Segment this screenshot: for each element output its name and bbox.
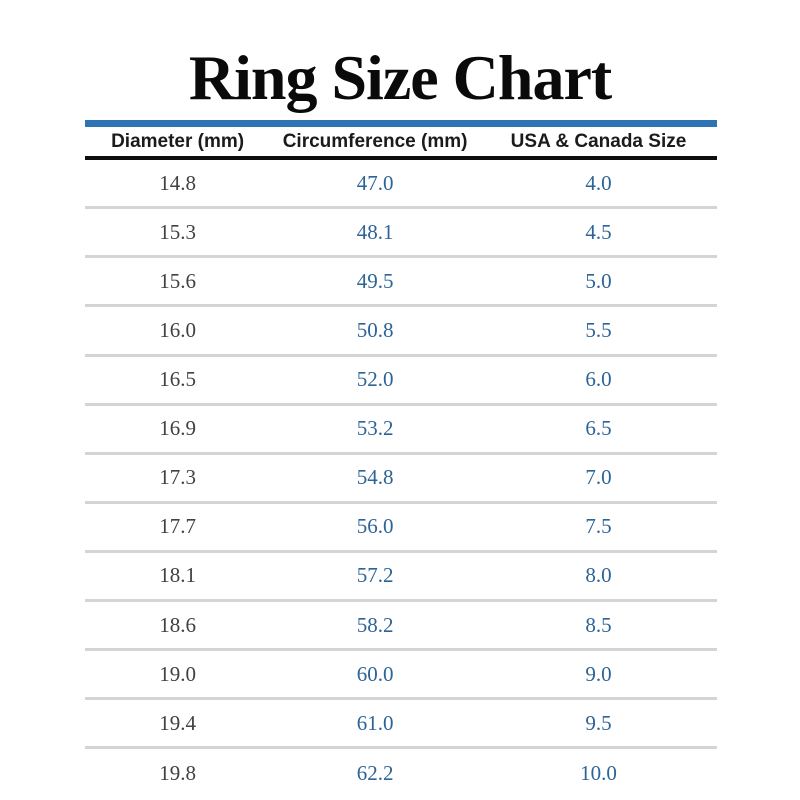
table-body: 14.8 47.0 4.0 15.3 48.1 4.5 15.6 49.5 5.… bbox=[85, 160, 717, 798]
cell-diameter: 15.6 bbox=[159, 268, 196, 293]
cell-diameter: 18.6 bbox=[159, 612, 196, 637]
table-header-row: Diameter (mm) Circumference (mm) USA & C… bbox=[85, 127, 717, 156]
column-header-usa-canada-size: USA & Canada Size bbox=[510, 130, 687, 152]
table-row: 16.5 52.0 6.0 bbox=[85, 357, 717, 406]
cell-diameter: 16.5 bbox=[159, 367, 196, 392]
header-divider-line bbox=[85, 156, 717, 161]
cell-diameter: 19.4 bbox=[159, 710, 196, 735]
cell-usa-canada-size: 6.5 bbox=[585, 416, 612, 441]
table-row: 17.3 54.8 7.0 bbox=[85, 455, 717, 504]
table-row: 18.6 58.2 8.5 bbox=[85, 602, 717, 652]
table-row: 16.0 50.8 5.5 bbox=[85, 307, 717, 357]
cell-diameter: 19.0 bbox=[159, 661, 196, 686]
column-header-circumference: Circumference (mm) bbox=[282, 130, 468, 152]
cell-diameter: 16.9 bbox=[159, 416, 196, 441]
cell-diameter: 16.0 bbox=[159, 318, 196, 343]
cell-diameter: 14.8 bbox=[159, 170, 196, 195]
cell-circumference: 61.0 bbox=[356, 710, 394, 735]
cell-circumference: 47.0 bbox=[356, 170, 394, 195]
table-row: 19.0 60.0 9.0 bbox=[85, 651, 717, 701]
cell-diameter: 17.3 bbox=[159, 465, 196, 490]
cell-usa-canada-size: 7.0 bbox=[585, 465, 612, 490]
cell-circumference: 57.2 bbox=[356, 563, 394, 588]
ring-size-table: Diameter (mm) Circumference (mm) USA & C… bbox=[85, 120, 717, 798]
cell-usa-canada-size: 9.5 bbox=[585, 710, 612, 735]
cell-diameter: 15.3 bbox=[159, 219, 196, 244]
cell-usa-canada-size: 8.0 bbox=[585, 563, 612, 588]
column-header-diameter: Diameter (mm) bbox=[111, 130, 245, 152]
cell-usa-canada-size: 6.0 bbox=[585, 367, 612, 392]
table-row: 18.1 57.2 8.0 bbox=[85, 553, 717, 603]
cell-diameter: 19.8 bbox=[159, 761, 196, 786]
cell-usa-canada-size: 8.5 bbox=[585, 612, 612, 637]
cell-circumference: 60.0 bbox=[356, 661, 394, 686]
table-row: 16.9 53.2 6.5 bbox=[85, 406, 717, 455]
table-row: 17.7 56.0 7.5 bbox=[85, 504, 717, 553]
table-row: 15.6 49.5 5.0 bbox=[85, 258, 717, 308]
cell-diameter: 18.1 bbox=[159, 563, 196, 588]
cell-circumference: 62.2 bbox=[356, 761, 394, 786]
cell-circumference: 54.8 bbox=[356, 465, 394, 490]
cell-circumference: 58.2 bbox=[356, 612, 394, 637]
cell-circumference: 48.1 bbox=[356, 219, 394, 244]
table-row: 19.4 61.0 9.5 bbox=[85, 700, 717, 750]
table-row: 14.8 47.0 4.0 bbox=[85, 160, 717, 210]
cell-usa-canada-size: 4.0 bbox=[585, 170, 612, 195]
table-row: 19.8 62.2 10.0 bbox=[85, 749, 717, 798]
cell-circumference: 53.2 bbox=[356, 416, 394, 441]
cell-usa-canada-size: 9.0 bbox=[585, 661, 612, 686]
cell-circumference: 52.0 bbox=[356, 367, 394, 392]
cell-diameter: 17.7 bbox=[159, 514, 196, 539]
cell-usa-canada-size: 5.5 bbox=[585, 318, 612, 343]
table-row: 15.3 48.1 4.5 bbox=[85, 209, 717, 259]
page-title: Ring Size Chart bbox=[188, 42, 612, 113]
cell-circumference: 50.8 bbox=[356, 318, 394, 343]
cell-circumference: 49.5 bbox=[356, 268, 394, 293]
cell-usa-canada-size: 7.5 bbox=[585, 514, 612, 539]
cell-usa-canada-size: 10.0 bbox=[580, 761, 617, 786]
cell-usa-canada-size: 4.5 bbox=[585, 219, 612, 244]
cell-usa-canada-size: 5.0 bbox=[585, 268, 612, 293]
cell-circumference: 56.0 bbox=[356, 514, 394, 539]
title-divider-line bbox=[85, 120, 717, 128]
